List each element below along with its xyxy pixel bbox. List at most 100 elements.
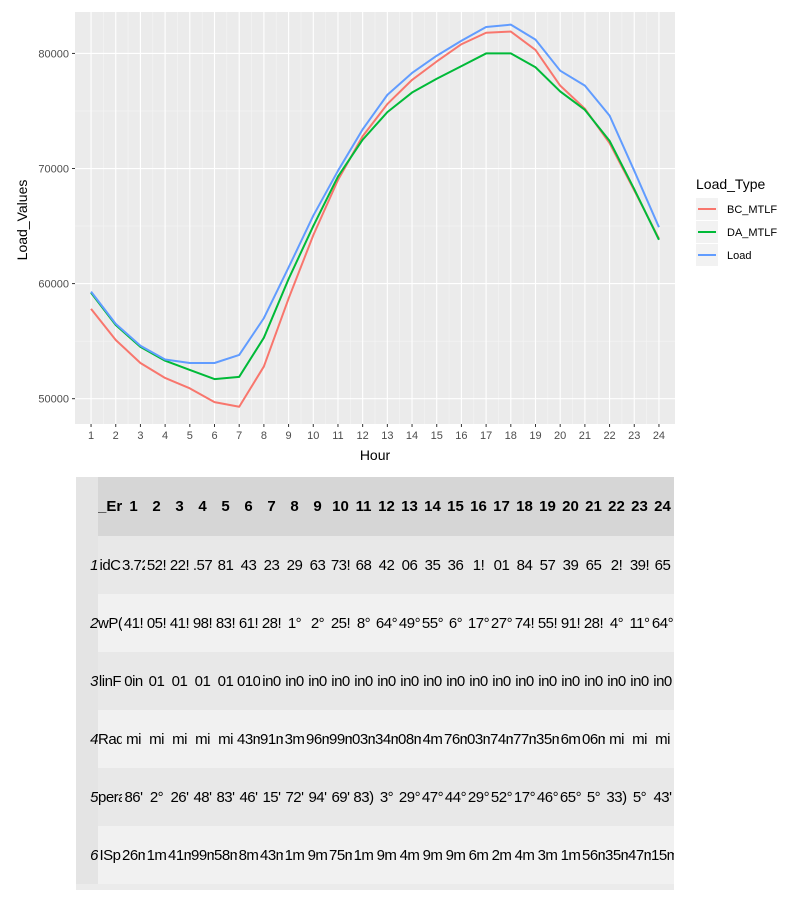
table-cell: 5° bbox=[582, 768, 605, 826]
row-name-cell: Radi bbox=[98, 710, 122, 768]
table-header-cell: 2 bbox=[145, 477, 168, 536]
table-cell: 43 bbox=[237, 536, 260, 594]
series-line-da-mtlf bbox=[90, 52, 660, 381]
row-number: 4 bbox=[76, 710, 98, 768]
table-header-cell: 12 bbox=[375, 477, 398, 536]
table-cell: in0 bbox=[329, 652, 352, 710]
table-header-cell: 8 bbox=[283, 477, 306, 536]
x-tick-label: 24 bbox=[653, 430, 665, 442]
table-cell: 03m bbox=[467, 710, 490, 768]
table-cell: 35 bbox=[421, 536, 444, 594]
table-cell: 99m bbox=[191, 826, 214, 884]
legend-label: DA_MTLF bbox=[727, 227, 777, 239]
table-cell: 3m bbox=[536, 826, 559, 884]
table-header-cell: 13 bbox=[398, 477, 421, 536]
table-cell: 29 bbox=[283, 536, 306, 594]
table-header-cell: 6 bbox=[237, 477, 260, 536]
table-cell: 28! bbox=[260, 594, 283, 652]
table-cell: in0 bbox=[536, 652, 559, 710]
table-cell: 01 bbox=[168, 652, 191, 710]
table-cell: in0 bbox=[260, 652, 283, 710]
table-cell: 08m bbox=[398, 710, 421, 768]
row-name-cell: idC bbox=[98, 536, 122, 594]
table-cell: 01 bbox=[145, 652, 168, 710]
table-cell: 81 bbox=[214, 536, 237, 594]
row-number: 2 bbox=[76, 594, 98, 652]
x-tick-label: 3 bbox=[137, 430, 143, 442]
x-tick-label: 11 bbox=[332, 430, 343, 442]
table-row: 4Radimimimimimi43m91m3m96m99m03m34m08m4m… bbox=[76, 710, 674, 768]
table-cell: 49° bbox=[398, 594, 421, 652]
x-tick-label: 20 bbox=[554, 430, 566, 442]
data-table-grid: _Er 1 2 3 4 5 6 7 8 9 10 11 12 13 14 15 16 17 18 19 20 21 22 2… bbox=[76, 477, 674, 884]
table-cell: 65 bbox=[582, 536, 605, 594]
table-header-cell: 5 bbox=[214, 477, 237, 536]
table-cell: 98! bbox=[191, 594, 214, 652]
table-cell: 65° bbox=[559, 768, 582, 826]
table-cell: mi bbox=[168, 710, 191, 768]
table-cell: in0 bbox=[444, 652, 467, 710]
table-cell: 9m bbox=[421, 826, 444, 884]
table-cell: in0 bbox=[582, 652, 605, 710]
table-cell: 17° bbox=[467, 594, 490, 652]
y-tick-label: 60000 bbox=[38, 279, 69, 291]
series-line-load bbox=[90, 23, 660, 365]
row-name-cell: linF bbox=[98, 652, 122, 710]
table-cell: 9m bbox=[444, 826, 467, 884]
y-axis-title: Load_Values bbox=[14, 180, 30, 261]
table-cell: 06m bbox=[582, 710, 605, 768]
x-tick-label: 10 bbox=[307, 430, 319, 442]
table-cell: 41! bbox=[122, 594, 145, 652]
table-cell: 2! bbox=[605, 536, 628, 594]
table-cell: in0 bbox=[559, 652, 582, 710]
table-cell: 76m bbox=[444, 710, 467, 768]
table-cell: 1m bbox=[145, 826, 168, 884]
table-row: 6 ISp 26m 1m 41m 99m 58m 8m 43m 1m 9m 75m 1m 9m 4m 9m 9m… bbox=[76, 826, 674, 884]
row-name-cell: pera bbox=[98, 768, 122, 826]
table-cell: 35m bbox=[536, 710, 559, 768]
x-tick-label: 17 bbox=[480, 430, 492, 442]
table-cell: 57 bbox=[536, 536, 559, 594]
row-number: 3 bbox=[76, 652, 98, 710]
table-cell: in0 bbox=[605, 652, 628, 710]
table-cell: in0 bbox=[490, 652, 513, 710]
table-cell: in0 bbox=[283, 652, 306, 710]
table-cell: 64° bbox=[375, 594, 398, 652]
table-cell: 46' bbox=[237, 768, 260, 826]
table-cell: in0 bbox=[651, 652, 674, 710]
row-name-cell: ISp bbox=[98, 826, 122, 884]
table-cell: 46° bbox=[536, 768, 559, 826]
table-cell: 43m bbox=[237, 710, 260, 768]
x-tick-label: 8 bbox=[261, 430, 267, 442]
table-cell: mi bbox=[122, 710, 145, 768]
table-cell: 68 bbox=[352, 536, 375, 594]
x-tick-label: 9 bbox=[286, 430, 292, 442]
x-tick-label: 7 bbox=[236, 430, 242, 442]
table-cell: 35m bbox=[605, 826, 628, 884]
table-cell: mi bbox=[145, 710, 168, 768]
x-tick-label: 6 bbox=[211, 430, 217, 442]
table-header-cell: 24 bbox=[651, 477, 674, 536]
table-row: 3 linF 0in 01 01 01 01 010 in0 in0 in0 in0 in0 in0 in0… bbox=[76, 652, 674, 710]
table-cell: 75m bbox=[329, 826, 352, 884]
table-cell: .57 bbox=[191, 536, 214, 594]
table-cell: 56m bbox=[582, 826, 605, 884]
table-cell: in0 bbox=[628, 652, 651, 710]
table-header-cell: 20 bbox=[559, 477, 582, 536]
table-cell: 91! bbox=[559, 594, 582, 652]
table-cell: 99m bbox=[329, 710, 352, 768]
table-cell: 83! bbox=[214, 594, 237, 652]
table-cell: 39! bbox=[628, 536, 651, 594]
table-cell: 36 bbox=[444, 536, 467, 594]
table-cell: 94' bbox=[306, 768, 329, 826]
x-tick-label: 15 bbox=[431, 430, 443, 442]
table-cell: 03m bbox=[352, 710, 375, 768]
table-cell: 27° bbox=[490, 594, 513, 652]
table-cell: 3° bbox=[375, 768, 398, 826]
line-chart: 50000 60000 70000 80000 1 2 3 4 5 6 7 8 9 10 11 12 13 14… bbox=[14, 12, 777, 463]
table-cell: 52! bbox=[145, 536, 168, 594]
grid-major bbox=[75, 12, 675, 424]
table-cell: 9m bbox=[306, 826, 329, 884]
table-cell: 15' bbox=[260, 768, 283, 826]
